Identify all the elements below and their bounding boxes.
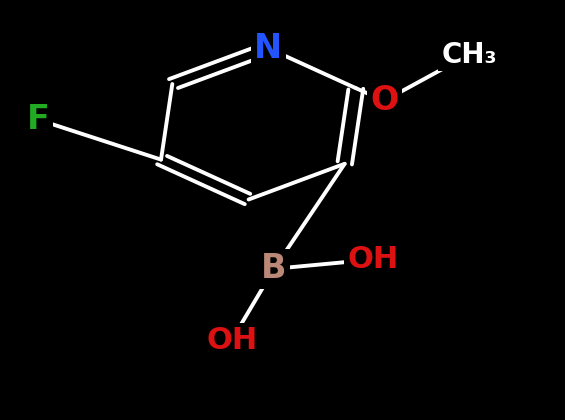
Text: CH₃: CH₃ xyxy=(441,41,497,68)
Text: OH: OH xyxy=(347,245,398,274)
Text: B: B xyxy=(261,252,287,285)
Text: N: N xyxy=(254,32,282,65)
Text: O: O xyxy=(370,84,398,117)
Text: OH: OH xyxy=(206,326,257,355)
Text: F: F xyxy=(27,103,50,136)
